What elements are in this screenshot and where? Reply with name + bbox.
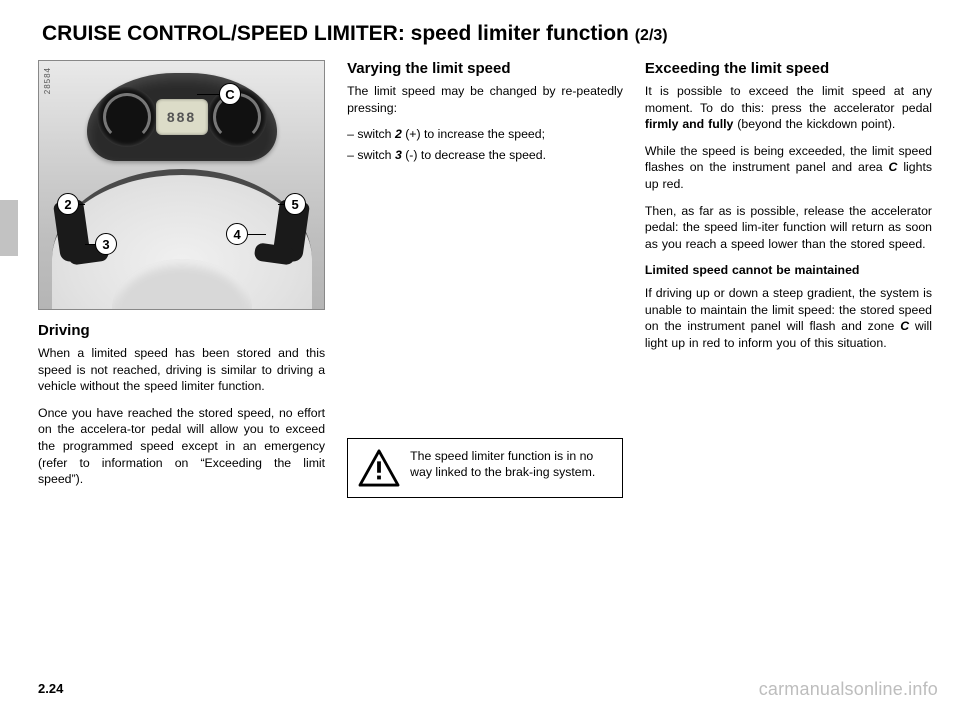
image-number: 28584 (43, 67, 52, 94)
maintained-para: If driving up or down a steep gradient, … (645, 285, 932, 351)
callout-4: 4 (226, 223, 248, 245)
li-text: (+) to increase the speed; (402, 127, 545, 141)
exceeding-heading: Exceeding the limit speed (645, 60, 932, 77)
list-item: switch 3 (-) to decrease the speed. (347, 147, 623, 164)
maintained-heading: Limited speed cannot be maintained (645, 262, 932, 279)
warning-text: The speed limiter function is in no way … (410, 449, 612, 481)
page-number: 2.24 (38, 681, 63, 696)
dashboard-figure: 28584 888 C 2 5 3 (38, 60, 325, 310)
list-item: switch 2 (+) to increase the speed; (347, 126, 623, 143)
title-main: CRUISE CONTROL/SPEED LIMITER: speed limi… (42, 22, 635, 45)
warning-icon (358, 449, 400, 487)
li-ref: 3 (395, 148, 402, 162)
column-left: 28584 888 C 2 5 3 (38, 60, 325, 498)
manual-page: CRUISE CONTROL/SPEED LIMITER: speed limi… (0, 0, 960, 710)
exceeding-para-1: It is possible to exceed the limit speed… (645, 83, 932, 133)
wheel-hub (112, 259, 252, 310)
driving-para-2: Once you have reached the stored speed, … (38, 405, 325, 488)
steering-wheel (52, 169, 312, 310)
exceeding-para-3: Then, as far as is possible, release the… (645, 203, 932, 253)
lead-line (248, 234, 266, 235)
page-title: CRUISE CONTROL/SPEED LIMITER: speed limi… (42, 22, 932, 46)
lead-line (85, 244, 95, 245)
li-text: switch (357, 127, 395, 141)
lcd-display: 888 (156, 99, 208, 135)
driving-heading: Driving (38, 322, 325, 339)
instrument-cluster: 888 (87, 73, 277, 161)
callout-2: 2 (57, 193, 79, 215)
exceeding-para-2: While the speed is being exceeded, the l… (645, 143, 932, 193)
li-ref: 2 (395, 127, 402, 141)
text: (beyond the kickdown point). (733, 117, 895, 131)
text: If driving up or down a steep gradient, … (645, 286, 932, 333)
li-text: switch (357, 148, 395, 162)
content-columns: 28584 888 C 2 5 3 (38, 60, 932, 498)
callout-c: C (219, 83, 241, 105)
ref-c: C (900, 319, 909, 333)
lead-line (79, 204, 85, 205)
lead-line (278, 204, 284, 205)
callout-3: 3 (95, 233, 117, 255)
warning-box: The speed limiter function is in no way … (347, 438, 623, 498)
li-text: (-) to decrease the speed. (402, 148, 546, 162)
varying-list: switch 2 (+) to increase the speed; swit… (347, 126, 623, 168)
varying-heading: Varying the limit speed (347, 60, 623, 77)
text-bold: firmly and fully (645, 117, 733, 131)
column-right: Exceeding the limit speed It is possible… (645, 60, 932, 498)
title-sub: (2/3) (635, 27, 668, 44)
section-tab (0, 200, 18, 256)
driving-para-1: When a limited speed has been stored and… (38, 345, 325, 395)
column-middle: Varying the limit speed The limit speed … (347, 60, 623, 498)
watermark: carmanualsonline.info (759, 679, 938, 700)
varying-intro: The limit speed may be changed by re-pea… (347, 83, 623, 116)
callout-5: 5 (284, 193, 306, 215)
lead-line (197, 94, 219, 95)
text: It is possible to exceed the limit speed… (645, 84, 932, 115)
gauge-left (97, 87, 157, 147)
